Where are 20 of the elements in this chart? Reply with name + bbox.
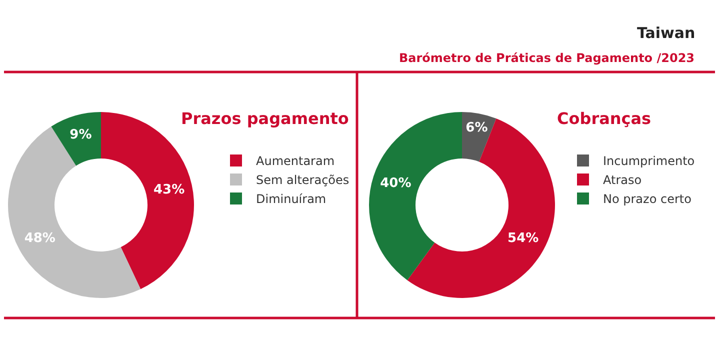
legend-label: Incumprimento bbox=[603, 154, 695, 168]
chart-title: Prazos pagamento bbox=[181, 109, 349, 128]
donut-slice bbox=[51, 112, 101, 166]
donut-slice bbox=[369, 112, 462, 280]
text: Barómetro de Práticas de Pagamento /2023 bbox=[399, 51, 695, 65]
donut-slice bbox=[8, 126, 141, 298]
data-label: 54% bbox=[508, 231, 539, 246]
legend-label: Diminuíram bbox=[256, 192, 326, 206]
legend-label: Sem alterações bbox=[256, 173, 350, 188]
chart-title: Cobranças bbox=[557, 109, 652, 128]
data-label: 6% bbox=[466, 120, 488, 136]
legend-label: Aumentaram bbox=[256, 154, 335, 168]
legend-label: Atraso bbox=[603, 173, 642, 188]
legend-label: No prazo certo bbox=[603, 192, 692, 206]
data-label: 9% bbox=[70, 128, 92, 143]
donut-slice bbox=[462, 112, 496, 162]
data-label: 48% bbox=[24, 231, 56, 246]
data-label: 43% bbox=[154, 182, 185, 198]
text: Taiwan bbox=[637, 24, 696, 42]
data-label: 40% bbox=[380, 176, 412, 191]
